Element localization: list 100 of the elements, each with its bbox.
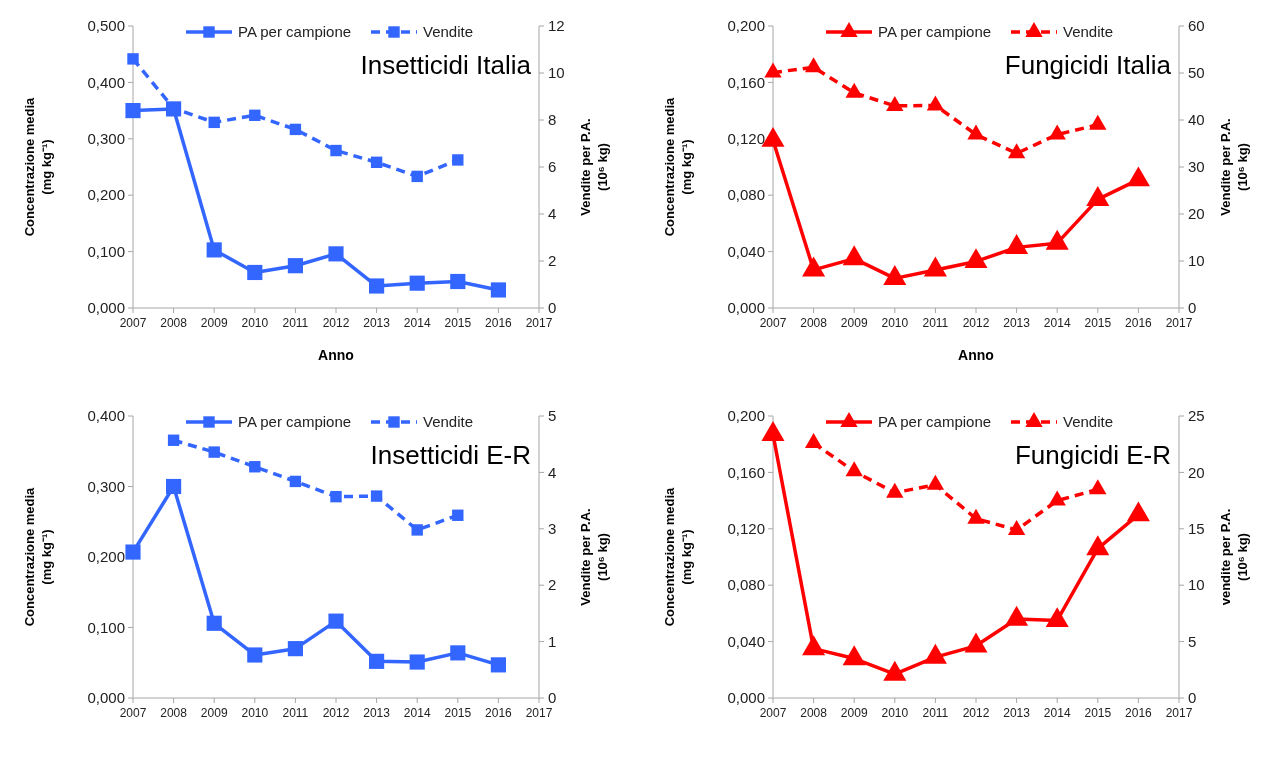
- y2-tick-label: 10: [1188, 576, 1205, 594]
- y2-tick-label: 0: [548, 689, 557, 707]
- y-tick-label: 0,120: [727, 130, 765, 148]
- point: [249, 109, 261, 121]
- legend-label: Vendite: [423, 23, 474, 41]
- y-tick-label: 0,160: [727, 73, 765, 91]
- legend-label: PA per campione: [238, 23, 352, 41]
- y2-tick-label: 20: [1188, 463, 1205, 481]
- x-tick-label: 2016: [485, 316, 513, 330]
- x-tick-label: 2017: [525, 706, 553, 720]
- x-tick-label: 2013: [363, 706, 391, 720]
- point: [490, 282, 506, 298]
- x-tick-label: 2007: [759, 706, 787, 720]
- x-tick-label: 2010: [241, 316, 269, 330]
- y-tick-label: 0,040: [727, 242, 765, 260]
- point: [287, 641, 303, 657]
- point: [886, 95, 904, 111]
- point: [411, 170, 423, 183]
- y-tick-label: 0,040: [727, 632, 765, 650]
- x-tick-label: 2012: [322, 316, 350, 330]
- y-tick-label: 0,100: [87, 242, 125, 260]
- point: [370, 490, 383, 502]
- x-tick-label: 2007: [119, 706, 147, 720]
- x-tick-label: 2012: [962, 316, 990, 330]
- point: [166, 478, 182, 495]
- y2-tick-label: 6: [548, 158, 557, 176]
- x-tick-label: 2012: [322, 706, 350, 720]
- text: Insetticidi E-R: [370, 440, 531, 470]
- point: [1007, 519, 1026, 535]
- point: [206, 615, 222, 631]
- x-tick-label: 2009: [840, 706, 868, 720]
- point: [490, 657, 506, 673]
- point: [842, 645, 866, 666]
- y2-axis-title: Vendite per P.A. (10⁶ kg): [1218, 118, 1250, 216]
- y2-tick-label: 10: [548, 64, 565, 82]
- y2-tick-label: 12: [548, 17, 565, 35]
- point: [883, 265, 907, 286]
- point: [1126, 166, 1150, 187]
- y2-tick-label: 8: [548, 111, 557, 129]
- x-tick-label: 2009: [200, 316, 228, 330]
- y2-tick-label: 4: [548, 463, 557, 481]
- text: Fungicidi E-R: [1014, 440, 1171, 470]
- y-tick-label: 0,120: [727, 520, 765, 538]
- point: [1007, 143, 1026, 159]
- y2-tick-label: 5: [548, 407, 557, 425]
- point: [125, 103, 141, 119]
- point: [409, 654, 425, 670]
- x-tick-label: 2014: [1043, 316, 1071, 330]
- point: [328, 613, 344, 629]
- point: [845, 461, 863, 477]
- y-axis-title: Concentrazione media (mg kg⁻¹): [22, 486, 54, 627]
- point: [167, 434, 180, 446]
- y2-tick-label: 2: [548, 576, 557, 594]
- legend-label: PA per campione: [878, 23, 992, 41]
- x-tick-label: 2008: [160, 316, 188, 330]
- y2-axis-title: Vendite per P.A. (10⁶ kg): [578, 508, 610, 606]
- text: Insetticidi Italia: [360, 50, 532, 80]
- point: [206, 242, 222, 258]
- x-tick-label: 2016: [1125, 706, 1153, 720]
- x-tick-label: 2016: [485, 706, 513, 720]
- point: [886, 482, 904, 498]
- point: [411, 524, 423, 536]
- y-axis-title: Concentrazione media (mg kg⁻¹): [662, 486, 694, 627]
- point: [926, 474, 945, 490]
- x-tick-label: 2007: [119, 316, 147, 330]
- y-tick-label: 0,200: [87, 186, 125, 204]
- y-tick-label: 0,300: [87, 130, 125, 148]
- point: [1045, 607, 1069, 628]
- y2-tick-label: 15: [1188, 520, 1205, 538]
- point: [964, 248, 988, 269]
- point: [761, 421, 785, 441]
- y-tick-label: 0,400: [87, 407, 125, 425]
- point: [1048, 490, 1066, 506]
- y2-tick-label: 0: [1188, 299, 1197, 317]
- point: [409, 275, 425, 291]
- x-tick-label: 2010: [881, 316, 909, 330]
- point: [1005, 234, 1029, 255]
- x-tick-label: 2016: [1125, 316, 1153, 330]
- point: [802, 635, 826, 656]
- point: [804, 57, 823, 73]
- y2-tick-label: 10: [1188, 252, 1205, 270]
- y2-tick-label: 0: [548, 299, 557, 317]
- point: [452, 509, 464, 521]
- point: [804, 433, 823, 449]
- y2-tick-label: 5: [1188, 632, 1197, 650]
- y-tick-label: 0,080: [727, 186, 765, 204]
- legend-label: Vendite: [1063, 413, 1114, 431]
- x-tick-label: 2017: [1165, 706, 1193, 720]
- point: [964, 632, 988, 653]
- point: [764, 62, 782, 78]
- legend-label: Vendite: [423, 413, 474, 431]
- point: [247, 647, 263, 663]
- x-tick-label: 2011: [922, 316, 949, 330]
- x-axis-title: Anno: [318, 347, 354, 363]
- y-tick-label: 0,200: [727, 17, 765, 35]
- y2-tick-label: 0: [1188, 689, 1197, 707]
- x-tick-label: 2017: [1165, 316, 1193, 330]
- point: [967, 124, 985, 140]
- y2-tick-label: 4: [548, 205, 557, 223]
- point: [1089, 114, 1107, 130]
